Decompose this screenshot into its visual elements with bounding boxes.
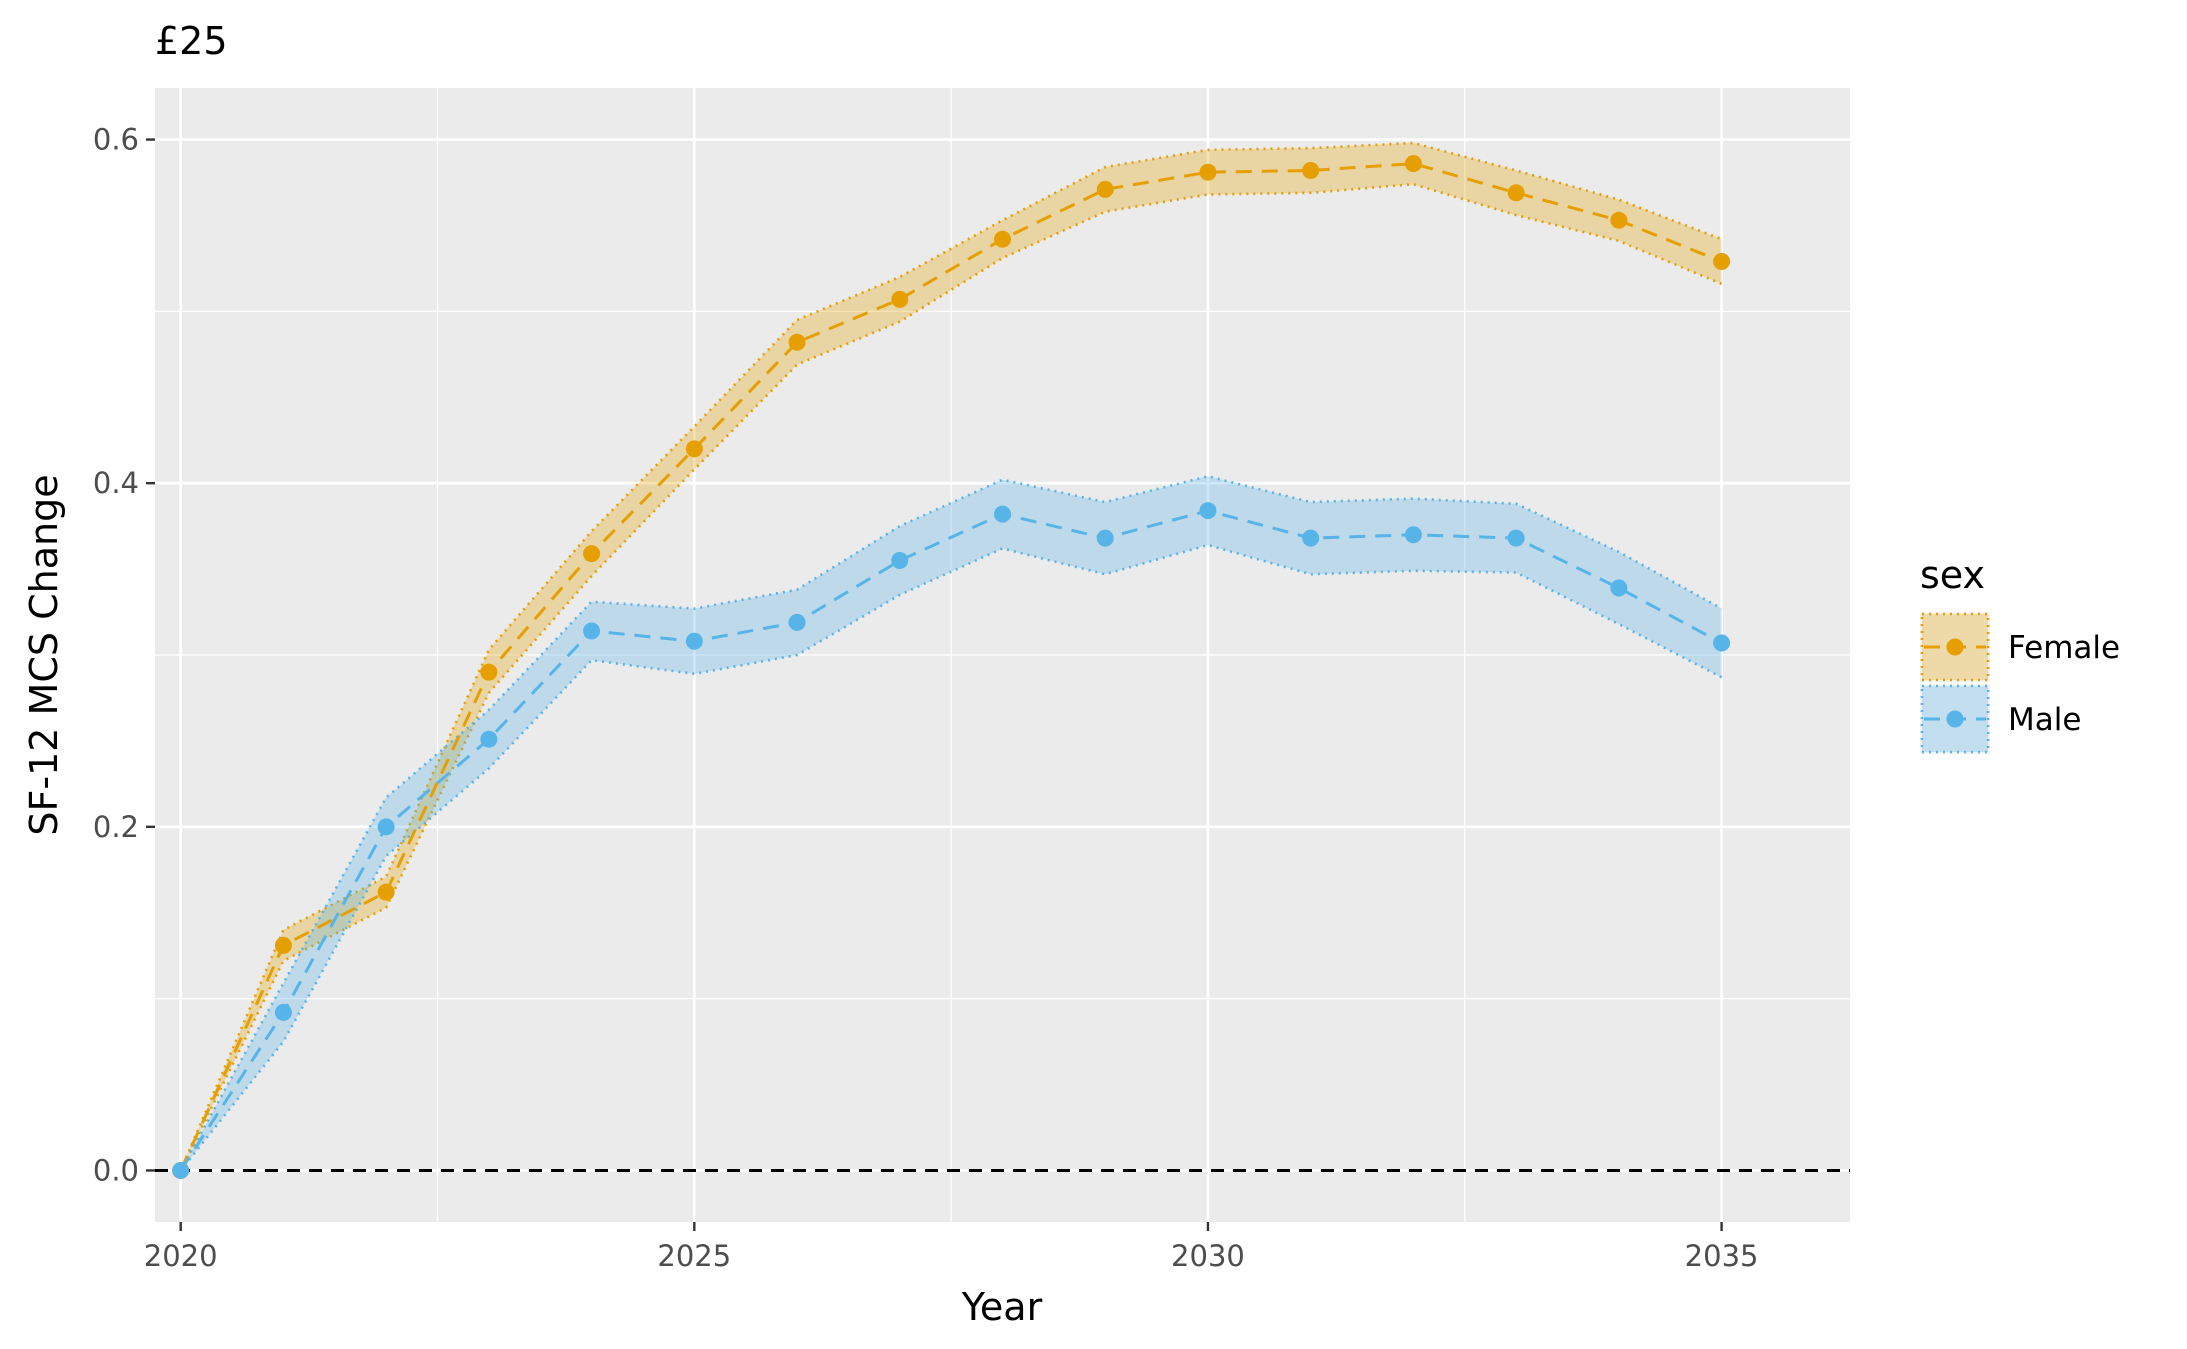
x-axis-title: Year: [961, 1285, 1043, 1329]
series-lines: [179, 162, 1723, 1172]
female-upper-bound: [179, 141, 1723, 1171]
y-tick-label: 0.2: [93, 810, 139, 844]
male-point: [1610, 579, 1628, 597]
female-point: [1507, 184, 1525, 202]
legend-title: sex: [1920, 553, 1985, 597]
female-lower-bound: [179, 182, 1723, 1172]
male-point: [891, 552, 909, 569]
female-legend-point: [1946, 638, 1964, 656]
male-point: [1302, 529, 1320, 547]
confidence-ribbons: [179, 141, 1723, 1172]
male-line: [179, 509, 1723, 1172]
y-axis-title: SF-12 MCS Change: [22, 474, 66, 835]
male-point: [994, 505, 1011, 523]
male-point: [274, 1003, 292, 1021]
male-legend-point: [1946, 710, 1964, 728]
x-tick-label: 2025: [657, 1239, 731, 1273]
male-point: [480, 730, 498, 748]
x-tick-label: 2030: [1171, 1239, 1245, 1273]
female-point: [1302, 161, 1320, 179]
y-axis-ticks: 0.0 0.2 0.4 0.6: [93, 123, 155, 1187]
male-point: [1096, 529, 1114, 547]
chart-title: £25: [155, 19, 228, 63]
male-point: [377, 818, 395, 836]
female-point: [685, 440, 703, 458]
male-point: [685, 632, 703, 650]
female-point: [994, 230, 1011, 248]
grid-minor: [155, 88, 1850, 1222]
y-tick-label: 0.0: [93, 1153, 139, 1187]
female-point: [788, 333, 806, 351]
y-tick-label: 0.4: [93, 466, 139, 500]
female-point: [274, 936, 292, 954]
female-point: [891, 290, 909, 308]
y-tick-label: 0.6: [93, 123, 139, 157]
male-lower-bound: [179, 543, 1723, 1172]
male-point: [1199, 502, 1217, 520]
male-ribbon: [180, 476, 1722, 1171]
legend: sex Female Male: [1920, 553, 2120, 754]
male-point: [1507, 529, 1525, 547]
female-line: [179, 162, 1723, 1172]
female-point: [1199, 163, 1217, 181]
female-legend-label: Female: [2008, 630, 2120, 666]
female-point: [1096, 180, 1114, 198]
male-legend-label: Male: [2008, 702, 2081, 738]
male-point: [1713, 634, 1731, 652]
series-points: [172, 155, 1731, 1179]
female-point: [377, 883, 395, 901]
female-point: [583, 545, 601, 563]
male-point: [583, 622, 601, 640]
male-point: [1404, 526, 1422, 544]
female-point: [1404, 155, 1422, 173]
x-tick-label: 2035: [1685, 1239, 1759, 1273]
female-point: [1610, 211, 1628, 229]
female-point: [480, 663, 498, 681]
female-ribbon: [180, 142, 1722, 1171]
x-axis-ticks: 2020 2025 2030 2035: [144, 1222, 1759, 1273]
male-point: [788, 613, 806, 631]
male-point: [172, 1161, 190, 1179]
x-tick-label: 2020: [144, 1239, 218, 1273]
female-point: [1713, 253, 1731, 271]
